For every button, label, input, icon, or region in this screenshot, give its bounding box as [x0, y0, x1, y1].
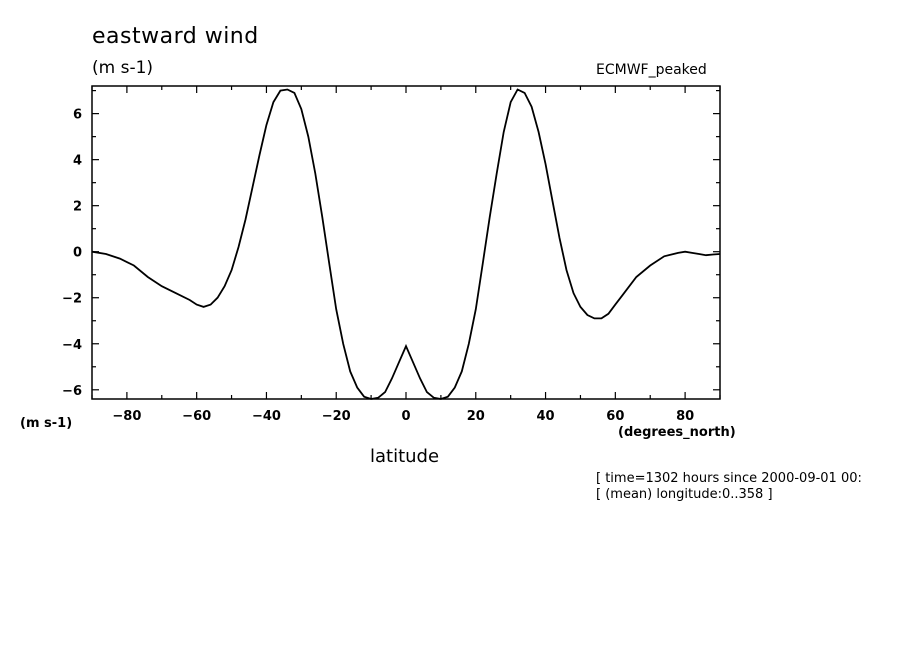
y-tick-label: −4: [62, 338, 82, 353]
longitude-annotation: [ (mean) longitude:0..358 ]: [596, 487, 773, 502]
x-tick-label: −40: [252, 409, 281, 424]
axis-ticks: [91, 86, 721, 399]
y-axis-units: (m s-1): [20, 416, 73, 431]
plot-frame: [91, 85, 721, 400]
y-tick-label: 6: [73, 108, 82, 123]
x-tick-label: −80: [112, 409, 141, 424]
x-tick-label: −20: [322, 409, 351, 424]
x-tick-label: 80: [676, 409, 694, 424]
time-annotation: [ time=1302 hours since 2000-09-01 00:: [596, 471, 862, 486]
x-tick-label: 40: [537, 409, 555, 424]
x-axis-label: latitude: [370, 446, 440, 467]
x-tick-label: 60: [606, 409, 624, 424]
dataset-label: ECMWF_peaked: [596, 62, 707, 78]
x-tick-label: −60: [182, 409, 211, 424]
y-tick-label: 0: [73, 246, 82, 261]
x-axis-units: (degrees_north): [618, 425, 736, 440]
y-tick-label: 4: [73, 154, 82, 169]
y-tick-label: 2: [73, 200, 82, 215]
chart-title: eastward wind: [92, 24, 259, 49]
y-tick-label: −2: [62, 292, 82, 307]
chart-units-label: (m s-1): [92, 58, 154, 78]
x-tick-label: 0: [401, 409, 410, 424]
x-tick-label: 20: [467, 409, 485, 424]
y-tick-label: −6: [62, 384, 82, 399]
series-line: [91, 88, 721, 400]
